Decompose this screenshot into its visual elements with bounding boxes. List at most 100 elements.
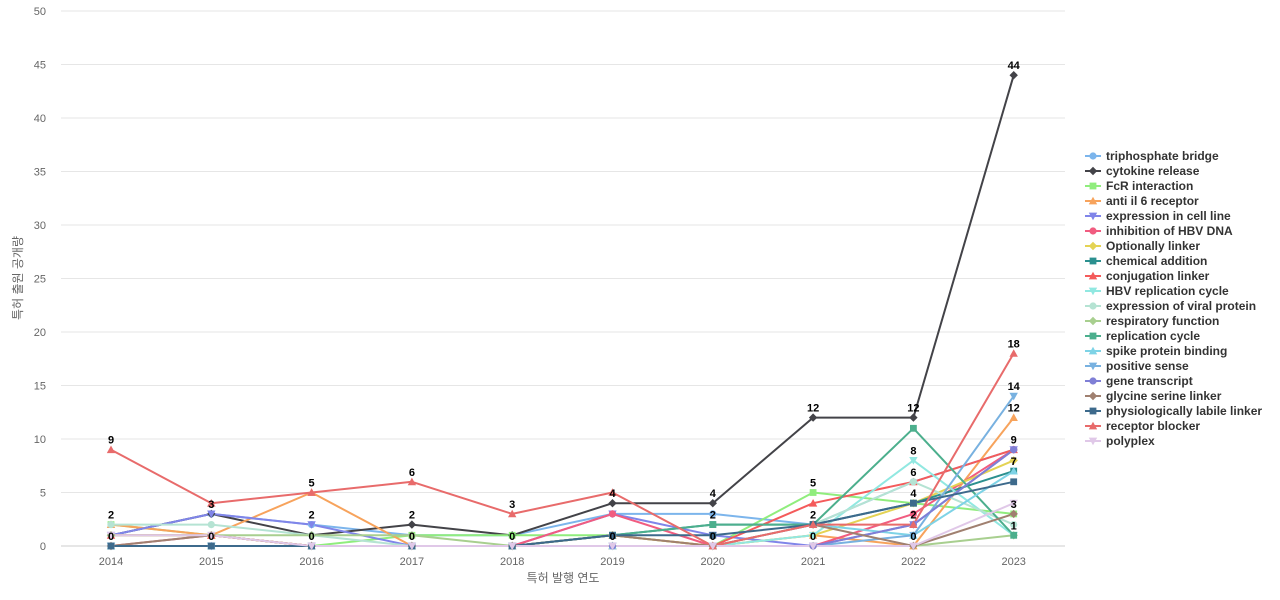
legend-marker xyxy=(1089,407,1097,415)
legend-item-expression-of-viral-protein[interactable]: expression of viral protein xyxy=(1085,299,1256,313)
data-point-fcr-interaction xyxy=(508,531,516,539)
data-label: 2 xyxy=(810,510,816,522)
data-label: 0 xyxy=(409,531,415,543)
data-point-receptor-blocker xyxy=(407,477,417,486)
series-line-cytokine-release[interactable] xyxy=(110,74,1015,537)
legend-item-spike-protein-binding[interactable]: spike protein binding xyxy=(1085,344,1227,358)
legend-marker xyxy=(1088,362,1098,371)
legend-item-glycine-serine-linker[interactable]: glycine serine linker xyxy=(1085,389,1222,403)
legend-item-optionally-linker[interactable]: Optionally linker xyxy=(1085,239,1200,253)
legend-item-respiratory-function[interactable]: respiratory function xyxy=(1085,314,1219,328)
data-point-respiratory-function xyxy=(307,531,316,540)
data-label: 9 xyxy=(1011,435,1017,447)
x-tick-label: 2015 xyxy=(199,556,223,568)
data-point-cytokine-release xyxy=(808,413,818,422)
legend-label: anti il 6 receptor xyxy=(1106,194,1199,208)
data-point-polyplex xyxy=(207,531,216,540)
data-point-replication-cycle xyxy=(910,424,917,432)
data-point-cytokine-release xyxy=(708,499,717,508)
data-point-expression-of-viral-protein xyxy=(107,521,115,529)
legend-label: spike protein binding xyxy=(1106,344,1227,358)
data-point-polyplex xyxy=(608,542,617,551)
data-label: 4 xyxy=(609,488,616,500)
data-point-expression-in-cell-line xyxy=(307,521,316,529)
data-label: 6 xyxy=(910,467,916,479)
data-point-physiologically-labile-linker xyxy=(609,531,616,539)
data-label: 4 xyxy=(910,488,917,500)
data-point-respiratory-function xyxy=(407,531,417,540)
data-point-receptor-blocker xyxy=(106,445,116,454)
legend-item-positive-sense[interactable]: positive sense xyxy=(1085,359,1189,373)
legend-marker xyxy=(1089,332,1097,340)
x-tick-label: 2020 xyxy=(701,556,725,568)
y-tick-label: 25 xyxy=(34,274,46,286)
legend-label: glycine serine linker xyxy=(1106,389,1222,403)
y-axis-ticks: 0 5 10 15 20 25 30 35 40 45 50 xyxy=(34,6,46,553)
legend-marker xyxy=(1088,391,1098,401)
data-label: 3 xyxy=(208,499,214,511)
data-point-physiologically-labile-linker xyxy=(910,499,917,507)
data-point-replication-cycle xyxy=(709,521,717,528)
data-point-expression-of-viral-protein xyxy=(1010,521,1018,529)
data-point-receptor-blocker xyxy=(808,520,818,528)
x-tick-label: 2018 xyxy=(500,556,524,568)
legend-item-anti-il-6-receptor[interactable]: anti il 6 receptor xyxy=(1085,194,1199,208)
data-label: 0 xyxy=(309,531,315,543)
legend-marker xyxy=(1088,166,1098,176)
data-point-replication-cycle xyxy=(1010,531,1018,539)
legend-item-replication-cycle[interactable]: replication cycle xyxy=(1085,329,1200,343)
series-line-receptor-blocker[interactable] xyxy=(110,352,1015,547)
series-markers xyxy=(106,71,1018,551)
series-line-anti-il-6-receptor[interactable] xyxy=(110,416,1015,547)
data-label: 0 xyxy=(810,531,816,543)
legend-item-gene-transcript[interactable]: gene transcript xyxy=(1085,374,1193,388)
legend-item-hbv-replication-cycle[interactable]: HBV replication cycle xyxy=(1085,284,1229,298)
grid-lines xyxy=(61,10,1065,547)
data-label: 8 xyxy=(910,445,916,457)
data-point-physiologically-labile-linker xyxy=(709,531,717,539)
legend-item-chemical-addition[interactable]: chemical addition xyxy=(1085,254,1207,268)
data-label: 3 xyxy=(509,499,515,511)
legend-item-inhibition-of-hbv-dna[interactable]: inhibition of HBV DNA xyxy=(1085,224,1233,238)
y-tick-label: 10 xyxy=(34,434,46,446)
legend-item-physiologically-labile-linker[interactable]: physiologically labile linker xyxy=(1085,404,1262,418)
legend-label: triphosphate bridge xyxy=(1106,149,1219,163)
data-label: 12 xyxy=(1008,403,1020,415)
data-point-polyplex xyxy=(106,531,116,540)
legend-item-fcr-interaction[interactable]: FcR interaction xyxy=(1085,179,1193,193)
data-point-receptor-blocker xyxy=(307,488,316,496)
legend-label: inhibition of HBV DNA xyxy=(1106,224,1233,238)
data-label: 0 xyxy=(710,531,716,543)
legend-label: positive sense xyxy=(1106,359,1189,373)
legend-item-triphosphate-bridge[interactable]: triphosphate bridge xyxy=(1085,149,1219,163)
series-line-polyplex[interactable] xyxy=(111,502,1015,547)
y-tick-label: 0 xyxy=(40,541,46,553)
legend-marker xyxy=(1088,437,1098,446)
series-line-physiologically-labile-linker[interactable] xyxy=(111,480,1014,547)
x-tick-label: 2023 xyxy=(1001,556,1025,568)
data-point-cytokine-release xyxy=(608,499,617,508)
data-label: 9 xyxy=(108,435,114,447)
legend-item-expression-in-cell-line[interactable]: expression in cell line xyxy=(1085,209,1231,223)
legend-label: receptor blocker xyxy=(1106,419,1200,433)
legend-label: cytokine release xyxy=(1106,164,1200,178)
y-tick-label: 40 xyxy=(34,113,46,125)
legend-item-polyplex[interactable]: polyplex xyxy=(1085,434,1155,448)
legend-label: gene transcript xyxy=(1106,374,1193,388)
legend-label: expression in cell line xyxy=(1106,209,1231,223)
legend-label: conjugation linker xyxy=(1106,269,1210,283)
data-label: 2 xyxy=(309,510,315,522)
series-line-positive-sense[interactable] xyxy=(111,395,1015,547)
data-label: 2 xyxy=(910,510,916,522)
legend-marker xyxy=(1089,182,1097,190)
legend-item-receptor-blocker[interactable]: receptor blocker xyxy=(1085,419,1200,433)
legend-marker xyxy=(1088,241,1098,251)
data-point-cytokine-release xyxy=(1009,71,1018,80)
legend-item-conjugation-linker[interactable]: conjugation linker xyxy=(1085,269,1210,283)
data-point-polyplex xyxy=(407,542,417,551)
data-label: 2 xyxy=(108,510,114,522)
legend-item-cytokine-release[interactable]: cytokine release xyxy=(1085,164,1200,178)
x-tick-label: 2017 xyxy=(400,556,424,568)
data-point-gene-transcript xyxy=(1010,446,1018,454)
